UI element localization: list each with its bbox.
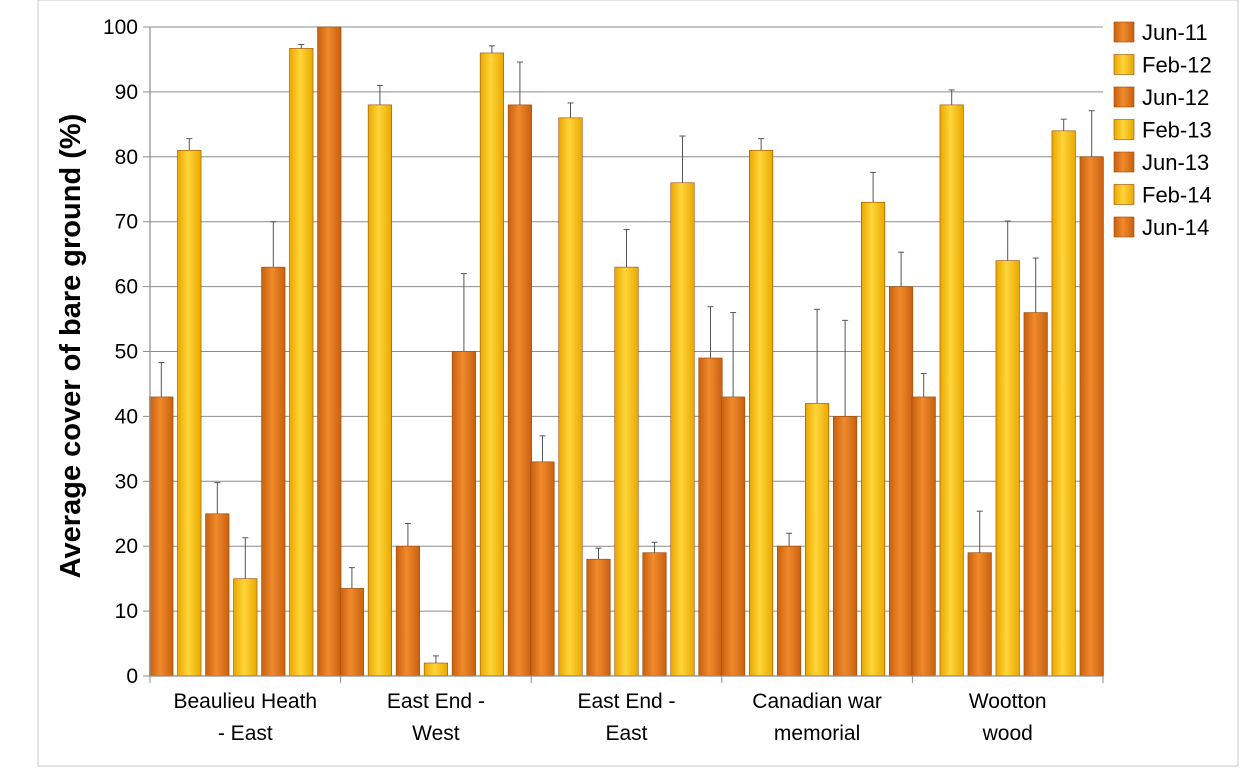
legend-label: Jun-11 (1142, 20, 1208, 45)
y-tick-label: 30 (115, 470, 138, 493)
x-tick-labels: Beaulieu Heath - East East End - West East E… (173, 690, 1046, 745)
x-tick-label: Canadian war (752, 690, 882, 713)
bar (670, 182, 695, 677)
bar (261, 266, 286, 677)
bars (149, 26, 1104, 677)
x-tick-label: East End - (577, 690, 675, 713)
bar (995, 260, 1020, 677)
bar (861, 201, 886, 677)
legend-label: Jun-12 (1142, 85, 1209, 110)
legend-label: Feb-13 (1142, 118, 1212, 143)
bar (614, 266, 639, 677)
legend-swatch (1113, 184, 1135, 205)
y-tick-label: 50 (115, 341, 138, 364)
bar (507, 104, 532, 677)
bar (205, 513, 230, 677)
x-tick-label: West (412, 722, 460, 745)
chart-frame (37, 0, 1239, 767)
bar (749, 150, 774, 677)
bar (889, 286, 914, 677)
bar (423, 662, 448, 677)
bar (177, 150, 202, 677)
y-tick-label: 20 (115, 535, 138, 558)
y-tick-labels: 0 10 20 30 40 50 60 70 80 90 100 (103, 16, 150, 688)
bar (911, 396, 936, 677)
bar (833, 416, 858, 677)
y-tick-label: 70 (115, 211, 138, 234)
y-tick-label: 100 (103, 16, 138, 39)
legend: Jun-11 Feb-12 Jun-12 Feb-13 Jun-13 Feb-14 Jun-… (1113, 20, 1212, 240)
y-tick-label: 40 (115, 405, 138, 428)
bar (558, 117, 583, 677)
legend-swatch (1113, 119, 1135, 140)
legend-label: Feb-12 (1142, 53, 1212, 78)
bar (698, 357, 723, 677)
bar (1079, 156, 1104, 677)
bar (289, 48, 314, 677)
legend-swatch (1113, 86, 1135, 108)
legend-label: Jun-14 (1142, 215, 1209, 240)
x-tick-label: East End - (387, 690, 485, 713)
bar (1051, 130, 1076, 677)
x-tick-label: Wootton (969, 690, 1047, 713)
bar (939, 104, 964, 677)
legend-swatch (1113, 21, 1135, 43)
bar (805, 403, 830, 677)
bar (149, 396, 174, 677)
bar (479, 52, 504, 677)
bar (777, 545, 802, 677)
bar (967, 552, 992, 677)
legend-swatch (1113, 216, 1135, 238)
x-tick-label: East (605, 722, 647, 745)
bar (317, 26, 342, 677)
bar (367, 104, 392, 677)
bar (530, 461, 555, 677)
y-tick-label: 90 (115, 81, 138, 104)
y-axis-label: Average cover of bare ground (%) (55, 114, 87, 579)
x-tick-label: memorial (774, 722, 860, 745)
bar (1023, 312, 1048, 677)
x-tick-label: wood (982, 722, 1033, 745)
bar (395, 545, 420, 677)
legend-swatch (1113, 54, 1135, 75)
legend-label: Feb-14 (1142, 183, 1212, 208)
y-tick-label: 80 (115, 146, 138, 169)
legend-swatch (1113, 151, 1135, 173)
bar (451, 351, 476, 677)
y-tick-label: 10 (115, 600, 138, 623)
bar (233, 578, 258, 677)
legend-label: Jun-13 (1142, 150, 1209, 175)
bar (339, 588, 364, 677)
x-tick-label: Beaulieu Heath (173, 690, 317, 713)
bar (586, 558, 611, 677)
x-tick-label: - East (218, 722, 273, 745)
bar (721, 396, 746, 677)
y-tick-label: 0 (126, 665, 138, 688)
y-tick-label: 60 (115, 276, 138, 299)
bar (642, 552, 667, 677)
